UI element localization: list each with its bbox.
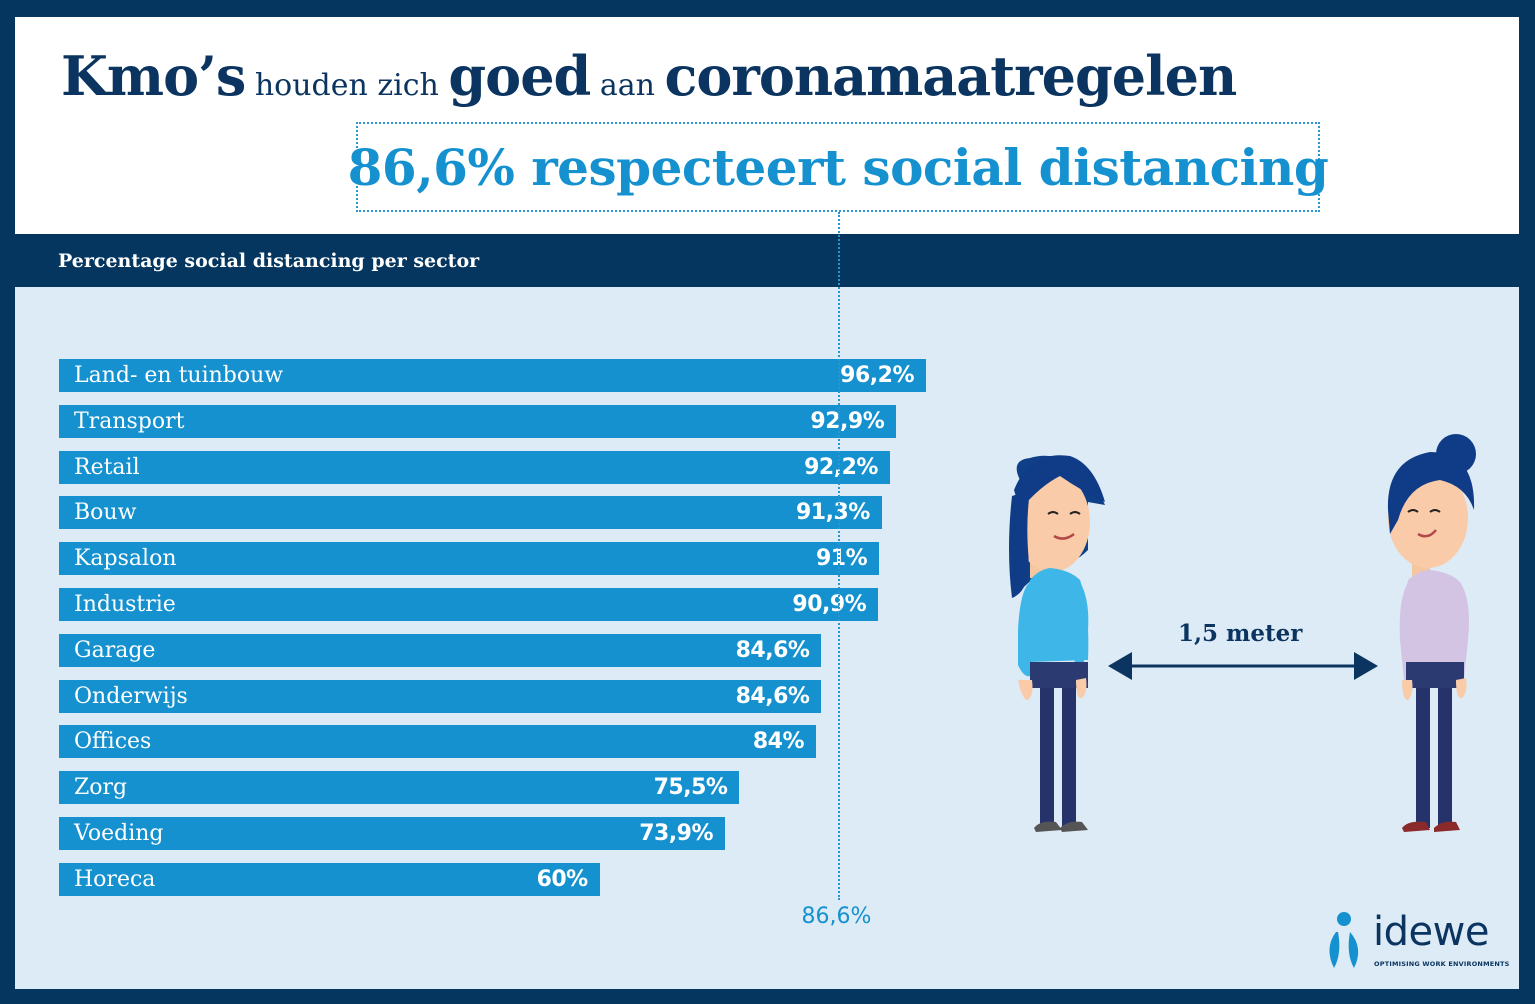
- bar-category-label: Garage: [74, 638, 156, 663]
- bar-value-label: 90,9%: [792, 592, 867, 617]
- bar-category-label: Onderwijs: [74, 684, 188, 709]
- bar: [59, 405, 897, 438]
- page-title: Kmo’s houden zich goed aan coronamaatreg…: [61, 49, 1237, 103]
- bar: [59, 725, 817, 758]
- bar: [59, 680, 822, 713]
- woman-left-figure: [1009, 455, 1105, 832]
- bar: [59, 542, 880, 575]
- bar-value-label: 92,9%: [810, 409, 885, 434]
- title-part: houden zich: [245, 68, 449, 103]
- people-illustration: [1009, 434, 1476, 832]
- idewe-logo-icon: [1329, 912, 1359, 968]
- bar: [59, 863, 600, 896]
- bar-value-label: 96,2%: [840, 363, 914, 388]
- bar-category-label: Land- en tuinbouw: [74, 363, 284, 388]
- bar-value-label: 91%: [815, 546, 868, 571]
- brand-name: idewe: [1373, 909, 1489, 955]
- header: Kmo’s houden zich goed aan coronamaatreg…: [15, 17, 1519, 234]
- bar-category-label: Horeca: [74, 867, 156, 892]
- title-part: goed: [448, 44, 591, 108]
- bar-category-label: Retail: [74, 455, 140, 480]
- bar-category-label: Voeding: [74, 821, 164, 846]
- title-part: Kmo’s: [61, 44, 246, 108]
- bar: [59, 451, 890, 484]
- title-part: aan: [590, 68, 665, 103]
- bar-category-label: Bouw: [74, 500, 137, 525]
- reference-line: [838, 212, 841, 900]
- distance-arrow: [1108, 652, 1378, 680]
- bar-value-label: 84%: [752, 729, 805, 754]
- bar-category-label: Offices: [74, 729, 152, 754]
- bar: [59, 771, 740, 804]
- reference-line-label: 86,6%: [801, 904, 872, 929]
- title-part: coronamaatregelen: [664, 44, 1237, 108]
- bar-value-label: 91,3%: [796, 500, 870, 525]
- bar-value-label: 84,6%: [735, 684, 810, 709]
- highlight-text: 86,6% respecteert social distancing: [347, 137, 1329, 197]
- bar-value-label: 84,6%: [735, 638, 810, 663]
- highlight-box: 86,6% respecteert social distancing: [348, 122, 1329, 212]
- bar: [59, 817, 726, 850]
- chart-title: Percentage social distancing per sector: [58, 250, 480, 272]
- bar-value-label: 73,9%: [639, 821, 714, 846]
- bar: [59, 359, 926, 392]
- bar: [59, 588, 879, 621]
- bar: [59, 496, 882, 529]
- bar-category-label: Kapsalon: [74, 546, 177, 571]
- bar: [59, 634, 822, 667]
- bar-value-label: 75,5%: [653, 775, 728, 800]
- bar-category-label: Industrie: [74, 592, 176, 617]
- brand-tagline: OPTIMISING WORK ENVIRONMENTS: [1374, 960, 1510, 968]
- woman-right-figure: [1387, 434, 1476, 832]
- bar-value-label: 60%: [536, 867, 589, 892]
- bar-value-label: 92,2%: [804, 455, 878, 480]
- distance-label: 1,5 meter: [1178, 620, 1303, 647]
- bar-category-label: Zorg: [74, 775, 128, 800]
- bar-category-label: Transport: [74, 409, 185, 434]
